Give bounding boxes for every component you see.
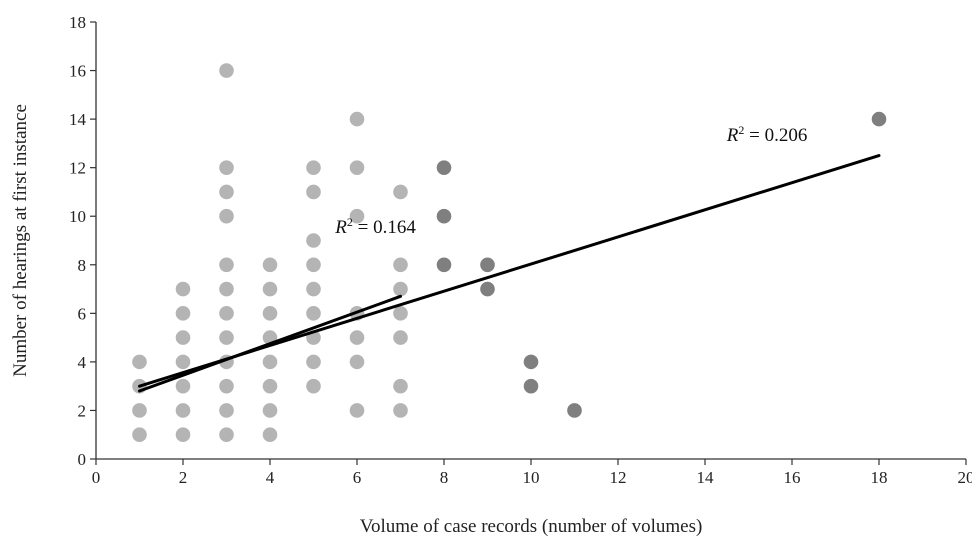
data-point	[306, 281, 321, 297]
data-point	[306, 378, 321, 394]
trendline	[138, 154, 881, 388]
data-point	[175, 354, 191, 370]
data-point	[219, 427, 234, 443]
data-point	[219, 306, 234, 321]
x-tick-label: 2	[179, 468, 188, 487]
data-point	[306, 306, 321, 321]
data-point	[393, 257, 408, 273]
y-tick-label: 10	[69, 207, 86, 226]
data-point	[132, 427, 147, 443]
y-tick-label: 0	[78, 450, 87, 469]
data-point	[306, 160, 321, 175]
data-point	[393, 306, 408, 321]
data-point	[567, 403, 582, 418]
data-point	[480, 281, 495, 297]
y-tick-label: 6	[78, 304, 87, 323]
data-point	[175, 306, 191, 321]
y-tick-label: 14	[69, 110, 87, 129]
data-point	[306, 257, 321, 273]
data-point	[219, 184, 234, 200]
x-axis-ticks: 0 2 4 6 8 10 12 14 16 18 20	[92, 459, 972, 487]
y-tick-label: 12	[69, 159, 86, 178]
data-point	[175, 330, 191, 345]
y-tick-label: 18	[69, 13, 86, 32]
data-point	[262, 427, 278, 443]
data-point	[349, 208, 365, 224]
data-point	[219, 378, 234, 394]
data-point	[219, 160, 234, 175]
x-tick-label: 16	[784, 468, 801, 487]
data-point	[393, 281, 408, 297]
data-point	[175, 281, 191, 297]
trendlines	[138, 154, 881, 393]
data-point	[349, 160, 365, 175]
y-tick-label: 8	[78, 256, 87, 275]
data-point	[219, 208, 234, 224]
y-axis-ticks: 0 2 4 6 8 10 12 14 16 18	[69, 13, 96, 469]
data-point	[262, 378, 278, 394]
y-tick-label: 4	[78, 353, 87, 372]
trendline	[138, 294, 402, 393]
data-point	[175, 378, 191, 394]
data-point	[219, 281, 234, 297]
data-point	[262, 306, 278, 321]
data-point	[436, 257, 452, 273]
y-tick-label: 2	[78, 401, 87, 420]
r-squared-label: R2 = 0.164	[334, 215, 416, 238]
data-point	[132, 403, 147, 418]
data-point	[175, 403, 191, 418]
trendline-labels: R2 = 0.164 R2 = 0.206	[334, 123, 807, 238]
data-point	[393, 184, 408, 200]
data-point	[480, 257, 495, 273]
data-point	[306, 354, 321, 370]
x-tick-label: 20	[958, 468, 972, 487]
data-point	[262, 281, 278, 297]
y-tick-label: 16	[69, 62, 86, 81]
data-point	[262, 354, 278, 370]
data-point	[219, 330, 234, 345]
x-tick-label: 18	[871, 468, 888, 487]
data-point	[132, 354, 147, 370]
data-point	[219, 257, 234, 273]
x-tick-label: 8	[440, 468, 449, 487]
x-axis-title: Volume of case records (number of volume…	[360, 516, 703, 537]
x-tick-label: 6	[353, 468, 362, 487]
data-point	[306, 233, 321, 248]
r-squared-label: R2 = 0.206	[726, 123, 808, 146]
data-point	[523, 354, 539, 370]
data-point	[349, 354, 365, 370]
x-tick-label: 14	[697, 468, 715, 487]
data-point	[349, 403, 365, 418]
x-tick-label: 0	[92, 468, 101, 487]
x-tick-label: 12	[610, 468, 627, 487]
data-point	[436, 208, 452, 224]
data-point	[349, 330, 365, 345]
data-point	[262, 403, 278, 418]
data-point	[306, 184, 321, 200]
x-tick-label: 10	[523, 468, 540, 487]
data-point	[393, 330, 408, 345]
data-point	[871, 111, 887, 127]
data-point	[219, 403, 234, 418]
data-point	[175, 427, 191, 443]
data-point	[393, 378, 408, 394]
data-point	[262, 257, 278, 273]
data-point	[523, 378, 539, 394]
data-point	[349, 111, 365, 127]
x-tick-label: 4	[266, 468, 275, 487]
data-points	[132, 63, 887, 443]
data-point	[436, 160, 452, 175]
data-point	[219, 63, 234, 78]
data-point	[393, 403, 408, 418]
y-axis-title: Number of hearings at first instance	[10, 104, 31, 377]
